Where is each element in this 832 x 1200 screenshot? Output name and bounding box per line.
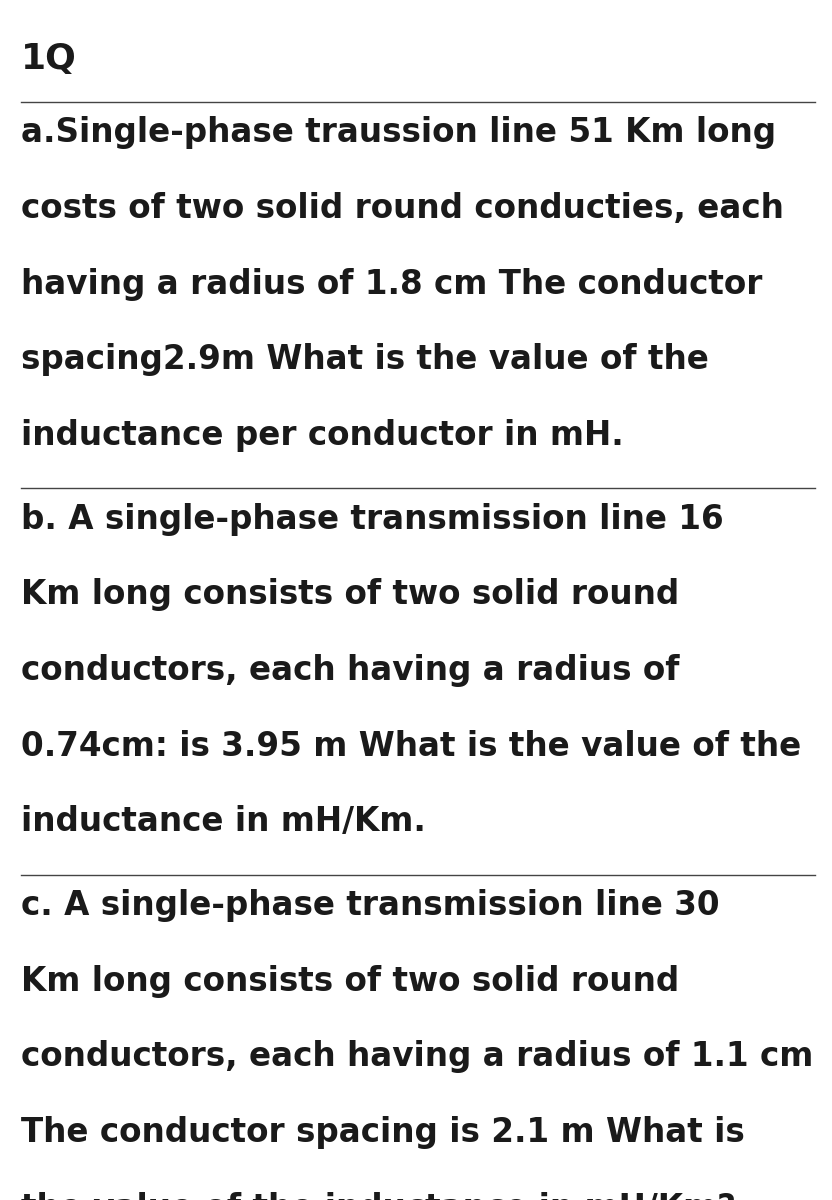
Text: costs of two solid round conducties, each: costs of two solid round conducties, eac… bbox=[21, 192, 784, 226]
Text: conductors, each having a radius of: conductors, each having a radius of bbox=[21, 654, 679, 686]
Text: 1Q: 1Q bbox=[21, 42, 77, 76]
Text: inductance in mH/Km.: inductance in mH/Km. bbox=[21, 805, 426, 838]
Text: Km long consists of two solid round: Km long consists of two solid round bbox=[21, 965, 679, 997]
Text: having a radius of 1.8 cm The conductor: having a radius of 1.8 cm The conductor bbox=[21, 268, 762, 301]
Text: a.Single-phase traussion line 51 Km long: a.Single-phase traussion line 51 Km long bbox=[21, 116, 776, 150]
Text: spacing2.9m What is the value of the: spacing2.9m What is the value of the bbox=[21, 343, 709, 377]
Text: Km long consists of two solid round: Km long consists of two solid round bbox=[21, 578, 679, 611]
Text: conductors, each having a radius of 1.1 cm: conductors, each having a radius of 1.1 … bbox=[21, 1040, 813, 1073]
Text: 0.74cm: is 3.95 m What is the value of the: 0.74cm: is 3.95 m What is the value of t… bbox=[21, 730, 801, 763]
Text: the value of the inductance in mH/Km?: the value of the inductance in mH/Km? bbox=[21, 1192, 735, 1200]
Text: c. A single-phase transmission line 30: c. A single-phase transmission line 30 bbox=[21, 889, 720, 922]
Text: b. A single-phase transmission line 16: b. A single-phase transmission line 16 bbox=[21, 503, 724, 535]
Text: inductance per conductor in mH.: inductance per conductor in mH. bbox=[21, 419, 623, 451]
Text: The conductor spacing is 2.1 m What is: The conductor spacing is 2.1 m What is bbox=[21, 1116, 745, 1150]
